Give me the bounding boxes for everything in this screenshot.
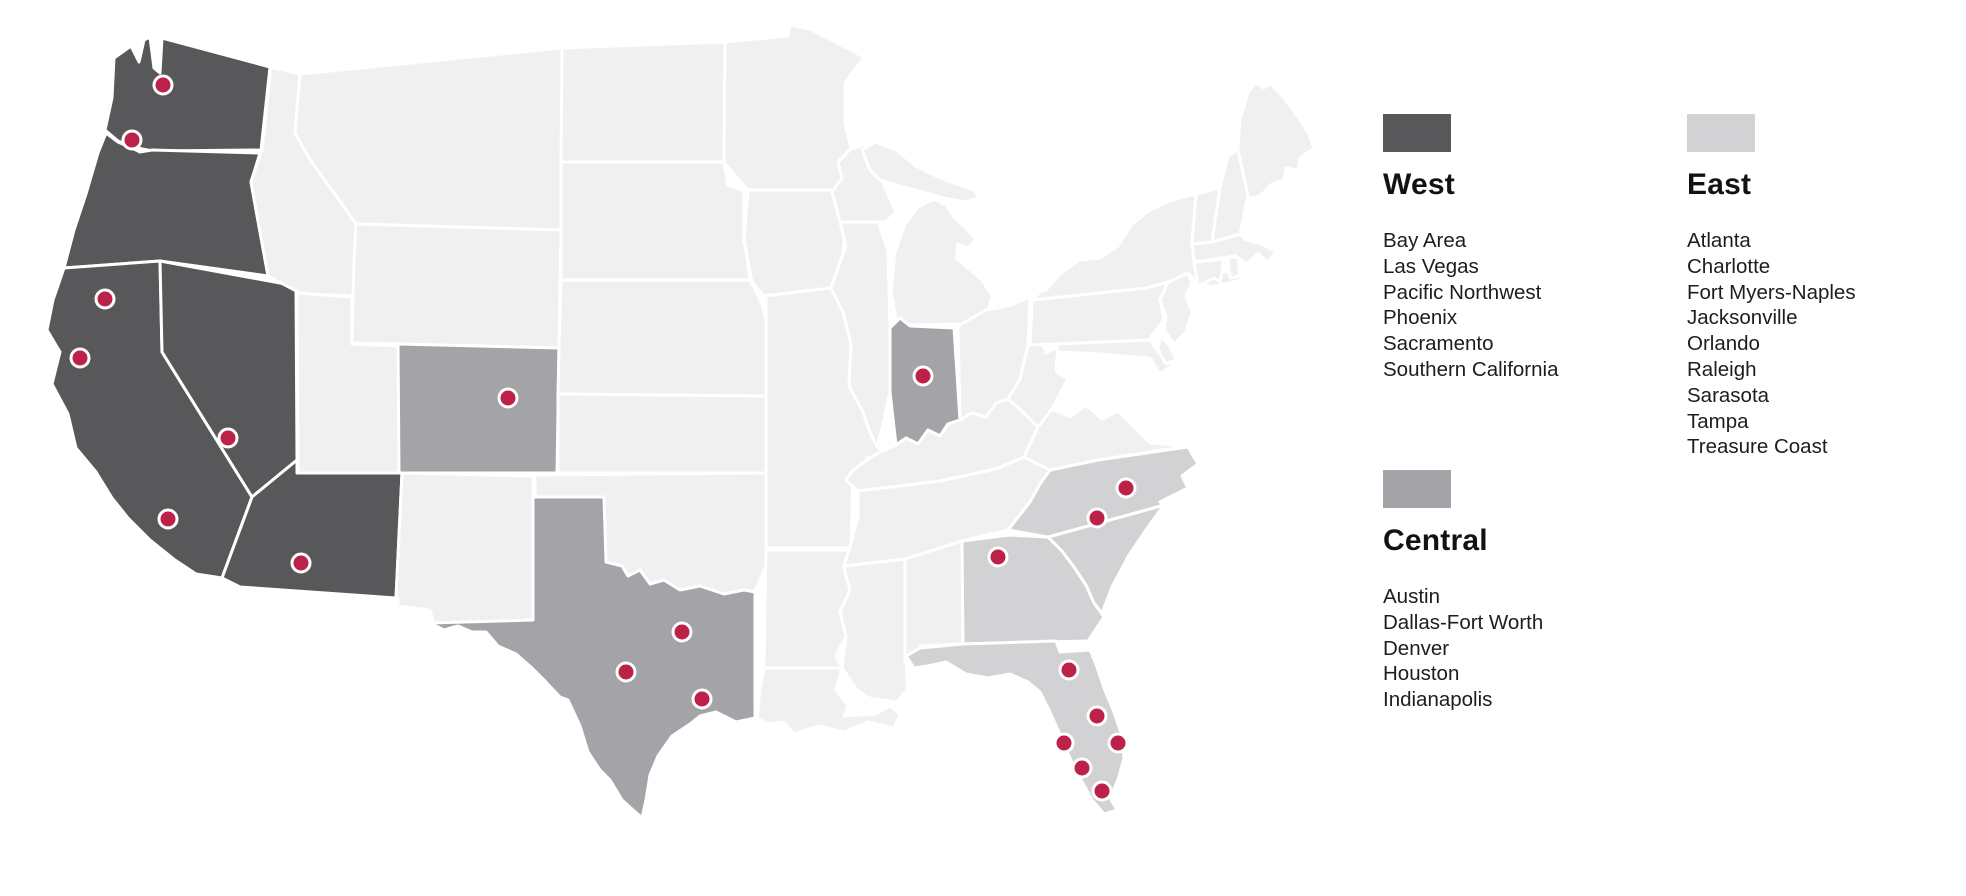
- legend-market: Pacific Northwest: [1383, 280, 1542, 304]
- legend-central-markets: Austin Dallas-Fort Worth Denver Houston Indi…: [1383, 584, 1683, 713]
- market-dot-indianapolis: [912, 365, 934, 387]
- market-dot-bay-area: [69, 347, 91, 369]
- state-south-dakota: [559, 160, 752, 282]
- state-colorado: [396, 342, 561, 475]
- legend-market: Phoenix: [1383, 306, 1458, 330]
- legend-market: Sacramento: [1383, 332, 1494, 356]
- market-dot-sarasota: [1071, 757, 1093, 779]
- state-maryland: [1054, 338, 1176, 376]
- legend-market: Atlanta: [1687, 229, 1751, 252]
- state-rhode-island: [1226, 255, 1242, 280]
- legend-market: Raleigh: [1687, 357, 1757, 381]
- legend-east-markets: Atlanta Charlotte Fort Myers-Naples Jackson…: [1687, 228, 1966, 460]
- market-dot-charlotte: [1086, 507, 1108, 529]
- state-florida: [904, 639, 1126, 816]
- market-dot-las-vegas: [217, 427, 239, 449]
- state-new-jersey: [1158, 271, 1194, 346]
- legend-central: Central Austin Dallas-Fort Worth Denver Hou…: [1383, 470, 1683, 713]
- markers: [69, 74, 1137, 802]
- market-dot-southern-california: [157, 508, 179, 530]
- state-west-virginia: [1006, 333, 1070, 429]
- legend-central-title: Central: [1383, 524, 1488, 557]
- state-louisiana: [755, 666, 902, 736]
- legend-market: Fort Myers-Naples: [1687, 280, 1856, 304]
- legend-market: Charlotte: [1687, 254, 1771, 278]
- market-dot-fort-myers-naples: [1091, 780, 1113, 802]
- market-dot-houston: [691, 688, 713, 710]
- market-dot-tampa: [1053, 732, 1075, 754]
- market-dot-denver: [497, 387, 519, 409]
- west-color-swatch: [1383, 114, 1451, 152]
- legend-market: Houston: [1383, 662, 1460, 686]
- legend-market: Bay Area: [1383, 229, 1467, 252]
- legend-market: Orlando: [1687, 332, 1760, 356]
- legend-west-markets: Bay Area Las Vegas Pacific Northwest Phoeni…: [1383, 228, 1683, 383]
- state-maine: [1236, 81, 1316, 200]
- legend-market: Austin: [1383, 585, 1440, 608]
- state-mississippi: [838, 557, 909, 704]
- legend-market: Sarasota: [1687, 383, 1770, 407]
- state-connecticut: [1192, 257, 1226, 288]
- legend-east: East Atlanta Charlotte Fort Myers-Naples Ja…: [1687, 114, 1966, 460]
- market-dot-phoenix: [290, 552, 312, 574]
- legend-west-title: West: [1383, 168, 1455, 201]
- states: [45, 23, 1316, 820]
- state-iowa: [742, 188, 848, 298]
- market-dot-pacific-northwest: [121, 129, 143, 151]
- us-map: [45, 23, 1316, 820]
- market-dot-atlanta: [987, 546, 1009, 568]
- state-nebraska: [556, 278, 770, 398]
- legend-market: Tampa: [1687, 409, 1749, 433]
- legend-market: Las Vegas: [1383, 254, 1479, 278]
- state-texas: [428, 495, 757, 820]
- market-dot-orlando: [1086, 705, 1108, 727]
- market-dot-austin: [615, 661, 637, 683]
- market-dot-pacific-northwest: [152, 74, 174, 96]
- legend-east-title: East: [1687, 168, 1752, 201]
- state-new-mexico: [394, 471, 535, 628]
- state-michigan: [860, 140, 994, 327]
- east-color-swatch: [1687, 114, 1755, 152]
- legend-market: Dallas-Fort Worth: [1383, 610, 1544, 634]
- market-dot-dallas-fort-worth: [671, 621, 693, 643]
- legend-market: Treasure Coast: [1687, 435, 1828, 459]
- state-wyoming: [350, 222, 563, 350]
- legend-west: West Bay Area Las Vegas Pacific Northwest P…: [1383, 114, 1683, 383]
- central-color-swatch: [1383, 470, 1451, 508]
- state-south-carolina: [1046, 503, 1166, 615]
- market-dot-jacksonville: [1058, 659, 1080, 681]
- state-illinois: [829, 220, 892, 449]
- legend-market: Southern California: [1383, 357, 1559, 381]
- legend-market: Denver: [1383, 636, 1450, 660]
- legend-market: Jacksonville: [1687, 306, 1798, 330]
- state-delaware: [1156, 334, 1178, 366]
- market-dot-raleigh: [1115, 477, 1137, 499]
- market-dot-treasure-coast: [1107, 732, 1129, 754]
- legend-market: Indianapolis: [1383, 688, 1493, 712]
- state-arkansas: [762, 548, 853, 670]
- market-dot-sacramento: [94, 288, 116, 310]
- state-kansas: [556, 392, 770, 475]
- state-oregon: [62, 131, 270, 278]
- state-north-dakota: [559, 40, 727, 164]
